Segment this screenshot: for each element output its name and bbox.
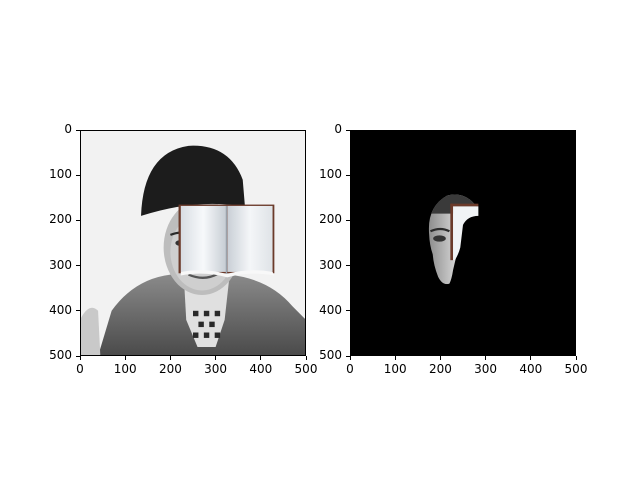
y-tick xyxy=(346,265,350,266)
y-tick xyxy=(346,130,350,131)
x-tick xyxy=(215,356,216,360)
y-tick-label: 100 xyxy=(32,167,72,181)
x-tick xyxy=(485,356,486,360)
y-tick-label: 300 xyxy=(302,258,342,272)
y-tick-label: 500 xyxy=(302,348,342,362)
x-tick-label: 500 xyxy=(286,362,326,376)
x-tick-label: 400 xyxy=(511,362,551,376)
y-tick-label: 500 xyxy=(32,348,72,362)
x-tick-label: 100 xyxy=(105,362,145,376)
x-tick xyxy=(530,356,531,360)
y-tick xyxy=(76,130,80,131)
x-tick-label: 300 xyxy=(466,362,506,376)
x-tick xyxy=(440,356,441,360)
open-book-overlay xyxy=(179,205,275,278)
x-tick xyxy=(80,356,81,360)
left-image-panel xyxy=(80,130,306,356)
y-tick xyxy=(76,220,80,221)
y-tick-label: 100 xyxy=(302,167,342,181)
x-tick-label: 100 xyxy=(375,362,415,376)
y-tick-label: 0 xyxy=(302,122,342,136)
x-tick-label: 500 xyxy=(556,362,596,376)
x-tick xyxy=(260,356,261,360)
x-tick-label: 200 xyxy=(150,362,190,376)
y-tick-label: 200 xyxy=(302,212,342,226)
y-tick xyxy=(346,356,350,357)
x-tick xyxy=(125,356,126,360)
y-tick xyxy=(76,265,80,266)
y-tick-label: 400 xyxy=(302,303,342,317)
y-tick xyxy=(76,175,80,176)
y-tick xyxy=(346,175,350,176)
y-tick-label: 400 xyxy=(32,303,72,317)
x-tick xyxy=(170,356,171,360)
x-tick-label: 200 xyxy=(420,362,460,376)
portrait-photo xyxy=(80,130,306,356)
y-tick-label: 300 xyxy=(32,258,72,272)
masked-face-region xyxy=(350,130,576,356)
y-tick-label: 200 xyxy=(32,212,72,226)
x-tick-label: 0 xyxy=(330,362,370,376)
y-tick xyxy=(76,356,80,357)
x-tick-label: 400 xyxy=(241,362,281,376)
right-image-panel xyxy=(350,130,576,356)
x-tick-label: 0 xyxy=(60,362,100,376)
x-tick-label: 300 xyxy=(196,362,236,376)
x-tick xyxy=(350,356,351,360)
x-tick xyxy=(395,356,396,360)
y-tick-label: 0 xyxy=(32,122,72,136)
x-tick xyxy=(576,356,577,360)
y-tick xyxy=(346,220,350,221)
y-tick xyxy=(346,310,350,311)
y-tick xyxy=(76,310,80,311)
